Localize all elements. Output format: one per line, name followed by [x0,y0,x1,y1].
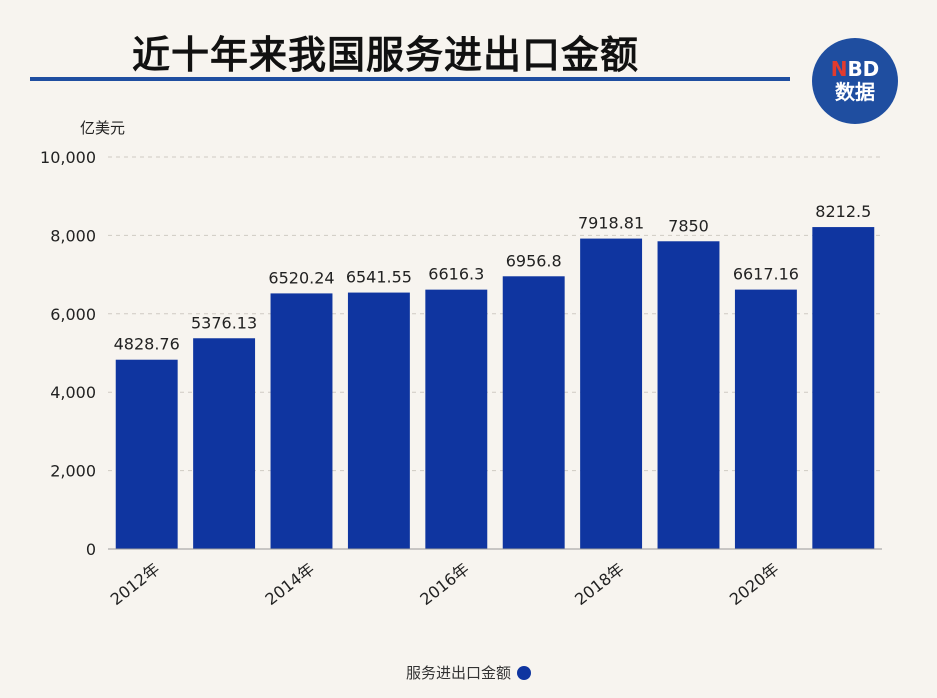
y-axis-ticks: 0 2,000 4,000 6,000 8,000 10,000 [40,148,96,559]
data-label: 6616.3 [428,265,484,284]
y-tick-label: 8,000 [50,226,96,245]
x-axis-ticks: 2012年 2014年 2016年 2018年 2020年 [107,559,783,609]
bars [115,227,875,549]
data-label: 6541.55 [346,268,412,287]
bar-2012年 [115,359,178,549]
bar-2016年 [425,289,488,549]
data-label: 8212.5 [815,202,871,221]
data-label: 6956.8 [506,251,562,270]
bar-2020年 [734,289,797,549]
data-label: 4828.76 [114,335,180,354]
logo-text-nbd: NBD [830,57,880,81]
y-tick-label: 10,000 [40,148,96,167]
y-tick-label: 4,000 [50,383,96,402]
bar-2013年 [193,338,256,549]
x-tick-label: 2020年 [726,559,782,609]
chart-title: 近十年来我国服务进出口金额 [132,33,640,77]
data-label: 7850 [668,216,709,235]
legend: 服务进出口金额 [0,662,937,683]
y-tick-label: 2,000 [50,462,96,481]
x-tick-label: 2016年 [416,559,472,609]
bar-2015年 [347,292,410,549]
y-axis-unit: 亿美元 [80,119,125,137]
data-label: 6617.16 [733,265,799,284]
data-label: 5376.13 [191,313,257,332]
y-tick-label: 0 [86,540,96,559]
bar-2021年 [812,227,875,549]
bar-2017年 [502,276,565,549]
y-tick-label: 6,000 [50,305,96,324]
bar-2014年 [270,293,333,549]
nbd-data-logo: NBD 数据 [812,38,898,124]
legend-swatch [517,665,531,680]
logo-text-data: 数据 [835,80,875,104]
title-underline [30,77,790,81]
data-label: 6520.24 [268,268,334,287]
bar-2018年 [580,238,643,549]
x-tick-label: 2012年 [107,559,163,609]
x-tick-label: 2018年 [571,559,627,609]
data-labels: 4828.76 5376.13 6520.24 6541.55 6616.3 6956.8… [114,202,872,354]
data-label: 7918.81 [578,214,644,233]
bar-2019年 [657,241,720,549]
x-tick-label: 2014年 [262,559,318,609]
legend-label: 服务进出口金额 [405,664,511,682]
